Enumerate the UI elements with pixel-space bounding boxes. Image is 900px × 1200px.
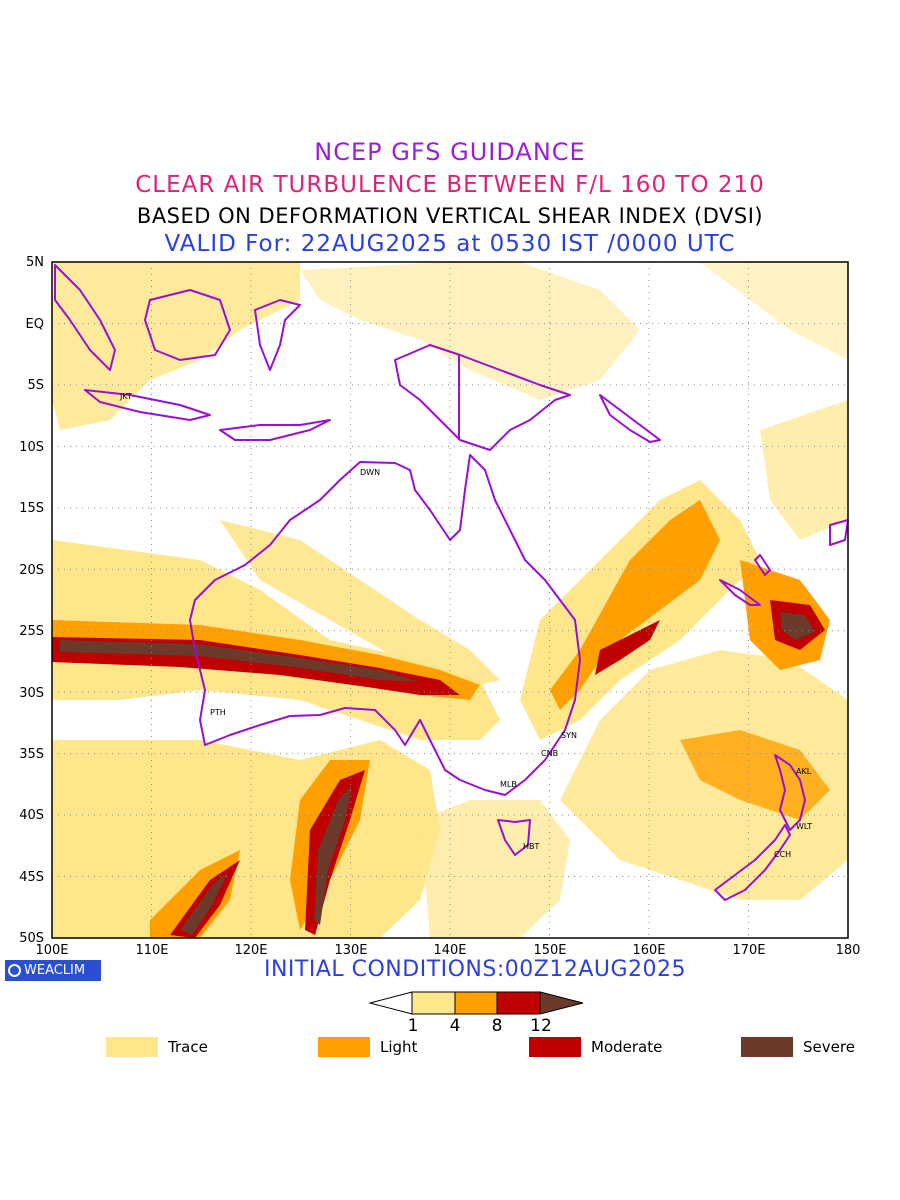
plot-frame bbox=[51, 261, 849, 939]
city-label-syn: SYN bbox=[561, 731, 577, 740]
lat-label: EQ bbox=[25, 317, 44, 332]
solomon-coast bbox=[599, 394, 661, 443]
lat-label: 40S bbox=[19, 808, 44, 823]
grid-lines bbox=[52, 262, 848, 938]
lon-label: 120E bbox=[234, 943, 268, 958]
city-label-cch: CCH bbox=[774, 850, 792, 859]
title-line-1: NCEP GFS GUIDANCE bbox=[314, 138, 586, 166]
legend-label: Trace bbox=[168, 1038, 208, 1056]
legend-item-trace: Trace bbox=[106, 1037, 208, 1057]
tasmania-coast bbox=[497, 819, 531, 856]
colorbar-tick: 4 bbox=[449, 1016, 461, 1036]
legend-swatch-severe bbox=[741, 1037, 793, 1057]
lat-label: 50S bbox=[19, 931, 44, 946]
colorbar-tick: 8 bbox=[491, 1016, 503, 1036]
copyright-icon bbox=[8, 964, 21, 977]
sumatra-coast bbox=[54, 264, 116, 371]
new-guinea-coast bbox=[394, 344, 571, 451]
lon-label: 130E bbox=[334, 943, 368, 958]
city-label-cnb: CNB bbox=[541, 749, 559, 758]
city-label-jkt: JKT bbox=[120, 392, 132, 401]
legend-item-severe: Severe bbox=[741, 1037, 855, 1057]
lon-label: 170E bbox=[732, 943, 766, 958]
city-label-wlt: WLT bbox=[796, 822, 813, 831]
city-label-pth: PTH bbox=[210, 708, 226, 717]
sulawesi-coast bbox=[254, 299, 301, 371]
badge-label: WEACLIM bbox=[24, 963, 86, 978]
lon-label: 110E bbox=[135, 943, 169, 958]
nz-south-coast bbox=[714, 824, 791, 901]
borneo-coast bbox=[144, 289, 231, 361]
turbulence-field bbox=[52, 262, 848, 938]
lon-label: 100E bbox=[35, 943, 69, 958]
legend-swatch-light bbox=[318, 1037, 370, 1057]
coastlines bbox=[54, 264, 849, 901]
colorbar-tick: 1 bbox=[407, 1016, 419, 1036]
colorbar bbox=[368, 991, 584, 1015]
legend-label: Moderate bbox=[591, 1038, 663, 1056]
java-coast bbox=[84, 389, 211, 421]
nz-north-coast bbox=[774, 754, 806, 831]
lat-label: 25S bbox=[19, 624, 44, 639]
new-caledonia-coast bbox=[719, 579, 761, 606]
lat-label: 15S bbox=[19, 501, 44, 516]
city-label-akl: AKL bbox=[796, 767, 812, 776]
timor-coast bbox=[219, 419, 331, 441]
legend-item-moderate: Moderate bbox=[529, 1037, 662, 1057]
weaclim-badge: WEACLIM bbox=[5, 960, 101, 981]
city-label-mlb: MLB bbox=[500, 780, 517, 789]
initial-conditions: INITIAL CONDITIONS:00Z12AUG2025 bbox=[263, 957, 687, 982]
lon-label: 180 bbox=[835, 943, 861, 958]
lat-label: 5N bbox=[26, 255, 44, 270]
australia-coast bbox=[189, 454, 581, 796]
title-line-3: BASED ON DEFORMATION VERTICAL SHEAR INDE… bbox=[136, 204, 764, 228]
legend-label: Severe bbox=[803, 1038, 855, 1056]
legend-swatch-trace bbox=[106, 1037, 158, 1057]
lat-label: 35S bbox=[19, 747, 44, 762]
lon-label: 150E bbox=[533, 943, 567, 958]
lat-label: 20S bbox=[19, 563, 44, 578]
legend-item-light: Light bbox=[318, 1037, 417, 1057]
lat-label: 10S bbox=[19, 440, 44, 455]
lon-label: 140E bbox=[433, 943, 467, 958]
city-label-hbt: HBT bbox=[523, 842, 540, 851]
colorbar-tick: 12 bbox=[530, 1016, 552, 1036]
city-label-dwn: DWN bbox=[360, 468, 381, 477]
title-line-4: VALID For: 22AUG2025 at 0530 IST /0000 U… bbox=[164, 231, 736, 257]
lat-label: 45S bbox=[19, 870, 44, 885]
lat-label: 5S bbox=[27, 378, 44, 393]
legend-swatch-moderate bbox=[529, 1037, 581, 1057]
lat-label: 30S bbox=[19, 686, 44, 701]
legend-label: Light bbox=[380, 1038, 418, 1056]
lon-label: 160E bbox=[632, 943, 666, 958]
title-line-2: CLEAR AIR TURBULENCE BETWEEN F/L 160 TO … bbox=[135, 172, 765, 198]
